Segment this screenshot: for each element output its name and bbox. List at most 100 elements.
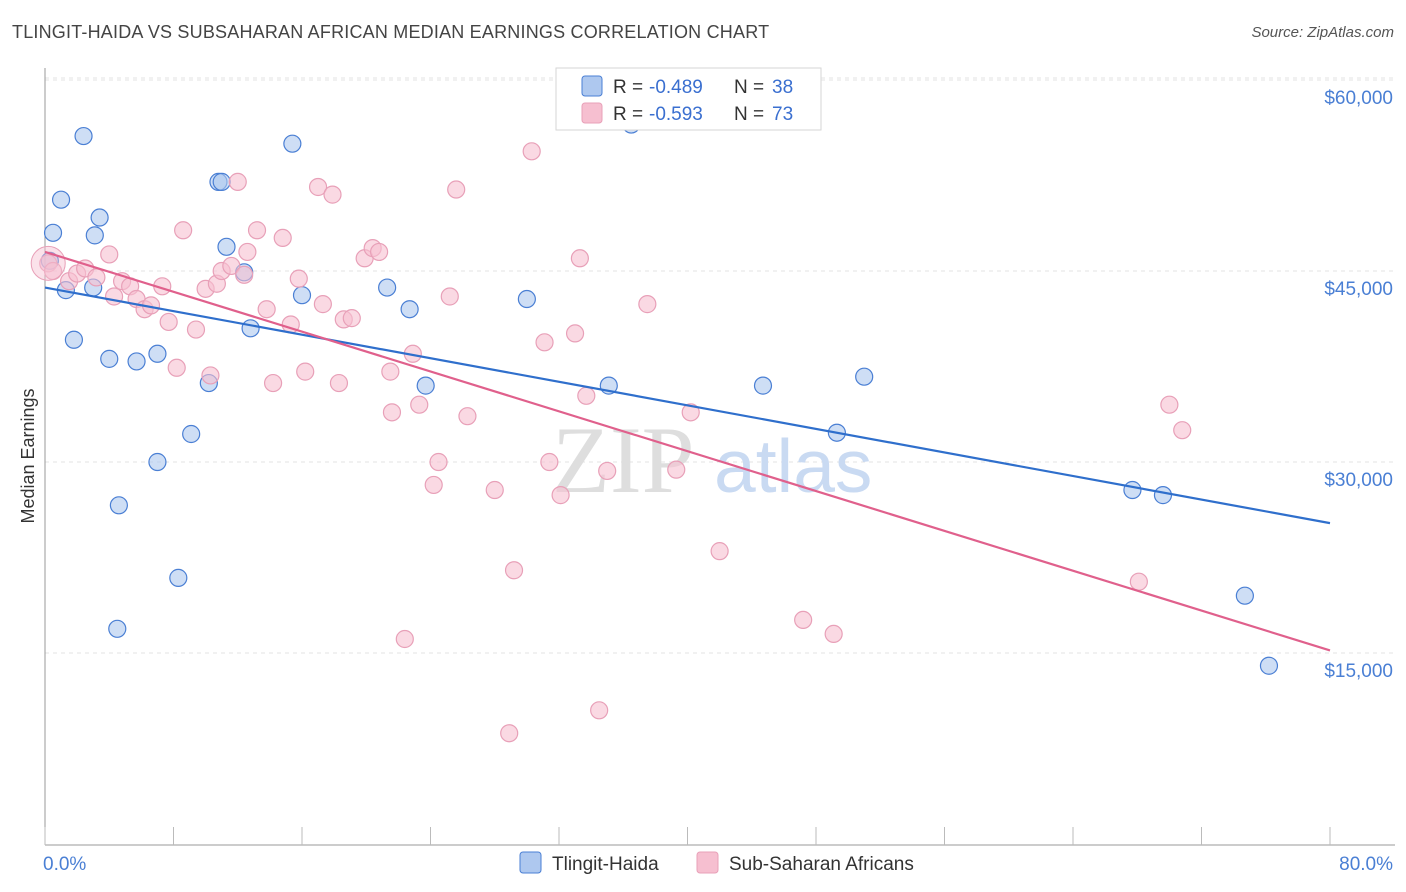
data-point [241,319,260,338]
y-tick-label: $15,000 [1324,661,1393,682]
data-point [169,568,188,587]
data-point [159,312,178,332]
trend-line [44,250,1331,652]
data-point [222,256,241,276]
grid-lines [45,77,1395,654]
legend-r-label-1: R = [613,77,643,98]
data-point [551,486,570,505]
data-point [228,172,247,191]
legend-n-label-1: N = [734,77,764,98]
data-point [598,461,617,481]
x-tick-label-min: 0.0% [43,854,86,875]
data-point [289,269,308,288]
data-point [424,475,443,495]
data-point [590,701,609,720]
data-point [100,349,119,368]
data-point [638,295,657,314]
data-point [283,134,302,153]
data-point [753,376,773,395]
watermark-atlas: atlas [714,424,872,508]
data-point [1153,486,1173,505]
data-point [174,221,193,240]
watermark-zip: ZIP [552,407,695,513]
y-axis-label: Median Earnings [18,388,38,523]
legend-swatch-pink [581,102,603,124]
axes [44,68,1395,846]
legend-swatch-blue [581,75,603,97]
data-point [517,289,536,309]
data-point [148,452,167,472]
data-point [535,333,554,352]
bottom-legend-label-1: Tlingit-Haida [552,854,659,875]
data-point [90,208,109,227]
data-point [1129,572,1148,591]
data-point [1235,586,1254,605]
data-point-large [30,245,66,281]
data-point [247,221,267,240]
data-point [500,724,519,743]
data-point [667,460,686,479]
data-point [342,309,361,328]
data-point [263,373,283,393]
bottom-legend-swatch-pink [696,851,719,874]
data-point [308,177,328,197]
data-point [186,320,206,339]
data-point [378,278,397,297]
data-point [395,629,414,649]
data-point [167,358,186,377]
data-point [109,496,128,515]
data-point [148,344,167,363]
data-point [238,242,257,262]
y-tick-label: $45,000 [1324,279,1393,300]
data-point [440,287,459,306]
data-point [51,190,71,209]
legend-box: R = -0.489 N = 38 R = -0.593 N = 73 [555,67,822,131]
bottom-legend-swatch-blue [519,851,542,874]
chart-title: TLINGIT-HAIDA VS SUBSAHARAN AFRICAN MEDI… [12,22,770,42]
legend-n-label-2: N = [734,104,764,125]
series-sub-saharan-africans [30,142,1192,743]
data-point [504,561,524,580]
legend-r-value-2: -0.593 [649,104,703,125]
data-point [85,226,104,245]
data-point [273,228,292,248]
data-point [64,330,84,349]
data-point [855,367,874,386]
data-point [370,242,389,262]
data-point [458,407,477,426]
data-point [74,126,93,146]
bottom-legend: Tlingit-Haida Sub-Saharan Africans [519,851,914,875]
data-point [127,352,146,371]
tick-labels: $15,000 $30,000 $45,000 $60,000 0.0% 80.0% [43,88,1393,875]
data-point [323,185,342,204]
legend-n-value-2: 73 [772,104,793,125]
data-point [1173,421,1192,440]
data-point [201,366,220,385]
data-point [87,268,106,287]
data-point [329,373,349,393]
data-point [400,300,419,319]
data-point [382,403,402,422]
data-point [540,452,559,472]
chart-source: Source: ZipAtlas.com [1251,24,1394,41]
data-point [217,237,236,256]
data-point [1123,480,1142,500]
y-tick-label: $30,000 [1324,470,1393,491]
data-point [824,624,843,644]
data-point [212,172,231,191]
data-point [577,386,596,405]
data-point [794,610,813,629]
data-point [182,424,201,444]
data-point [1259,656,1279,675]
data-point [522,142,541,161]
series-tlingit-haida [40,115,1279,675]
data-point [429,452,448,472]
data-point [292,286,312,305]
data-point [570,249,589,268]
y-tick-label: $60,000 [1324,88,1393,109]
bottom-legend-label-2: Sub-Saharan Africans [729,854,914,875]
data-point [410,395,429,414]
data-point [710,542,729,561]
data-point [257,300,276,319]
legend-r-label-2: R = [613,104,643,125]
